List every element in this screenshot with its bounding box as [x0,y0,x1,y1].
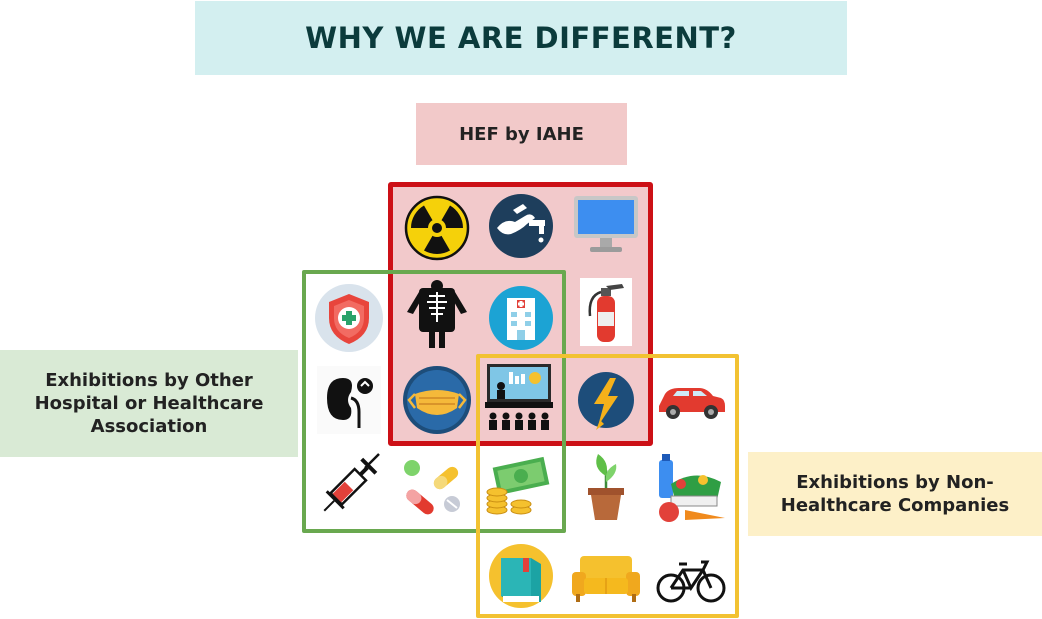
other-exhibitions-label-text: Exhibitions by Other Hospital or Healthc… [34,370,264,437]
other-exhibitions-label: Exhibitions by Other Hospital or Healthc… [0,350,298,457]
health-shield-icon [313,282,385,354]
bicycle-icon [655,544,727,616]
hospital-building-icon [485,282,557,354]
sofa-icon [570,544,642,616]
car-icon [655,366,727,438]
book-icon [485,540,557,612]
pills-icon [398,454,470,526]
hef-label: HEF by IAHE [416,103,627,165]
xray-skeleton-icon [401,278,473,350]
fire-extinguisher-icon [570,276,642,348]
plumbing-icon [485,190,557,262]
money-coins-icon [483,448,555,520]
radiation-icon [401,192,473,264]
page-title: WHY WE ARE DIFFERENT? [305,21,737,55]
other-exhibitions-region [302,270,566,533]
groceries-icon [655,452,727,524]
non-healthcare-label: Exhibitions by Non-Healthcare Companies [748,452,1042,536]
hef-label-text: HEF by IAHE [459,123,584,145]
face-mask-icon [401,364,473,436]
syringe-icon [313,450,385,522]
computer-monitor-icon [570,190,642,262]
presentation-audience-icon [483,362,555,434]
non-healthcare-region [476,354,739,618]
lightning-icon [570,364,642,436]
potted-plant-icon [570,450,642,522]
non-healthcare-label-text: Exhibitions by Non-Healthcare Companies [780,472,1010,516]
kidney-icon [313,364,385,436]
title-banner: WHY WE ARE DIFFERENT? [195,1,847,75]
